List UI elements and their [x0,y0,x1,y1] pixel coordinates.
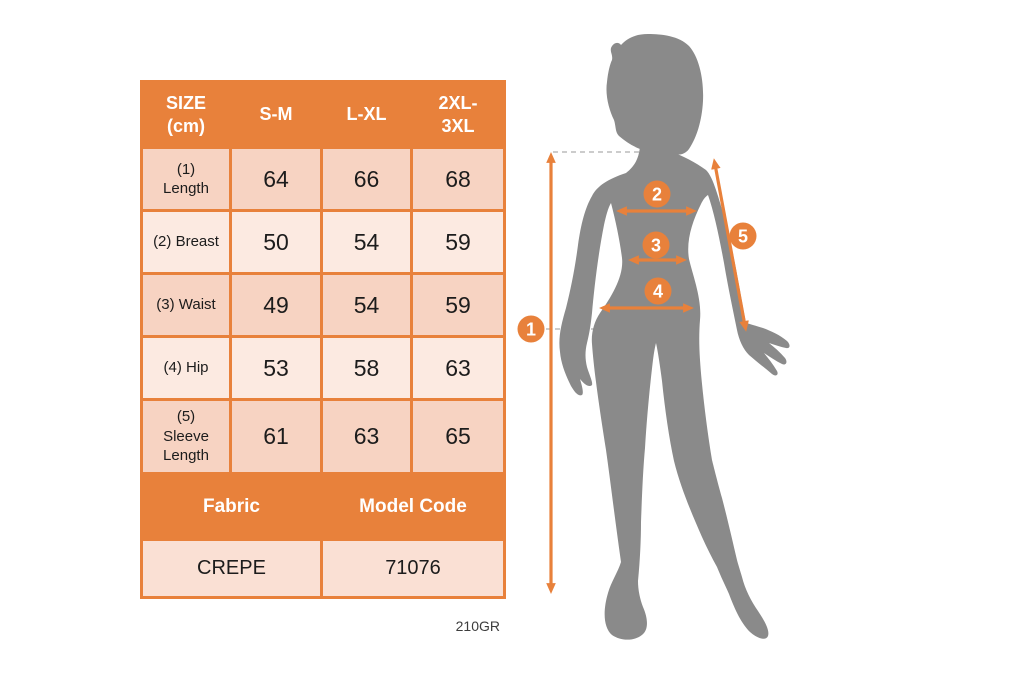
silhouette-head [606,34,704,155]
size-unit-label: SIZE (cm) [165,93,206,136]
female-silhouette [559,34,790,640]
table-header-row: SIZE (cm) S-M L-XL 2XL-3XL [140,80,506,149]
table-row-breast: (2) Breast 50 54 59 [140,209,506,275]
measurement-arrows [546,152,749,594]
row-label-length: (1) Length [140,146,232,212]
length-2xl3xl: 68 [410,146,506,212]
sleeve-2xl3xl: 65 [410,398,506,475]
size-unit-header: SIZE (cm) [140,80,232,149]
column-header-2xl3xl: 2XL-3XL [410,80,506,149]
breast-lxl: 54 [320,209,413,275]
length-sm: 64 [229,146,323,212]
table-footer-value-row: CREPE 71076 [140,538,506,599]
sleeve-lxl: 63 [320,398,413,475]
hip-sm: 53 [229,335,323,401]
row-label-hip: (4) Hip [140,335,232,401]
waist-lxl: 54 [320,272,413,338]
marker-5-number: 5 [738,227,748,247]
weight-note: 210GR [455,618,500,634]
length-lxl: 66 [320,146,413,212]
column-header-sm: S-M [229,80,323,149]
marker-5-circle [729,222,757,250]
table-footer-header-row: Fabric Model Code [140,472,506,541]
measurement-figure: 1 2 3 4 5 [517,34,790,640]
breast-sm: 50 [229,209,323,275]
model-code-header: Model Code [320,472,506,541]
marker-4-circle [644,277,672,305]
marker-1-number: 1 [526,320,536,340]
row-label-waist: (3) Waist [140,272,232,338]
model-code-value: 71076 [320,538,506,599]
hip-2xl3xl: 63 [410,335,506,401]
table-row-waist: (3) Waist 49 54 59 [140,272,506,338]
waist-sm: 49 [229,272,323,338]
marker-3-number: 3 [651,236,661,256]
column-header-lxl: L-XL [320,80,413,149]
row-label-breast: (2) Breast [140,209,232,275]
fabric-header: Fabric [140,472,323,541]
marker-4-number: 4 [653,282,663,302]
breast-2xl3xl: 59 [410,209,506,275]
sleeve-arrow [711,158,749,332]
marker-1-circle [517,315,545,343]
table-row-length: (1) Length 64 66 68 [140,146,506,212]
row-label-sleeve-length: (5) Sleeve Length [140,398,232,475]
fabric-value: CREPE [140,538,323,599]
marker-3-circle [642,231,670,259]
marker-2-circle [643,180,671,208]
hip-lxl: 58 [320,335,413,401]
measurement-markers: 1 2 3 4 5 [517,180,757,343]
size-chart-table: SIZE (cm) S-M L-XL 2XL-3XL (1) Length 64… [140,80,506,599]
column-header-2xl3xl-label: 2XL-3XL [438,93,478,136]
table-row-sleeve-length: (5) Sleeve Length 61 63 65 [140,398,506,475]
sleeve-sm: 61 [229,398,323,475]
marker-2-number: 2 [652,185,662,205]
table-row-hip: (4) Hip 53 58 63 [140,335,506,401]
waist-2xl3xl: 59 [410,272,506,338]
silhouette-body [559,146,790,640]
